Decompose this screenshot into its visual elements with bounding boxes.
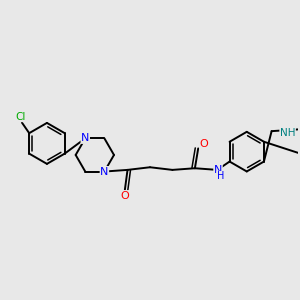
Text: H: H — [217, 172, 224, 182]
Text: O: O — [120, 191, 129, 201]
Text: N: N — [100, 167, 109, 176]
Text: NH: NH — [280, 128, 296, 138]
Text: O: O — [200, 140, 208, 149]
Text: Cl: Cl — [15, 112, 26, 122]
Text: N: N — [214, 165, 222, 175]
Text: N: N — [81, 134, 89, 143]
